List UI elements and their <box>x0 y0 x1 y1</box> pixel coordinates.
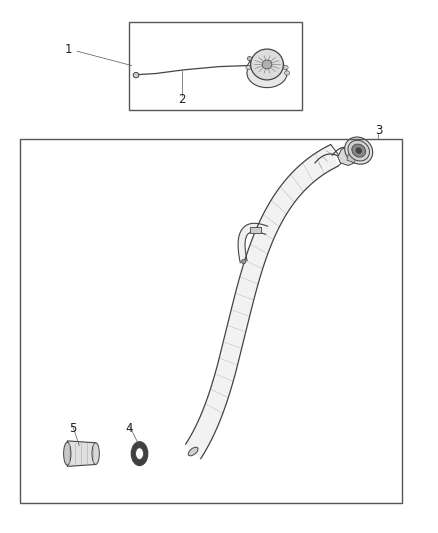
Text: 4: 4 <box>126 422 133 435</box>
Ellipse shape <box>272 58 277 62</box>
Ellipse shape <box>265 56 270 61</box>
Ellipse shape <box>250 61 255 65</box>
Ellipse shape <box>352 144 366 157</box>
Ellipse shape <box>257 58 262 62</box>
Ellipse shape <box>136 448 144 459</box>
Ellipse shape <box>283 66 288 70</box>
Polygon shape <box>238 223 268 263</box>
Ellipse shape <box>356 147 362 154</box>
Polygon shape <box>67 441 95 466</box>
Text: 5: 5 <box>69 422 76 435</box>
Ellipse shape <box>279 61 284 65</box>
Bar <box>347 154 356 163</box>
Ellipse shape <box>188 447 198 456</box>
Text: 2: 2 <box>178 93 186 106</box>
Ellipse shape <box>348 140 370 161</box>
Text: 1: 1 <box>65 43 72 56</box>
Ellipse shape <box>251 49 283 80</box>
Ellipse shape <box>262 60 272 69</box>
Ellipse shape <box>64 442 71 465</box>
Text: 3: 3 <box>374 124 382 137</box>
Ellipse shape <box>247 59 287 87</box>
Polygon shape <box>186 144 338 459</box>
Bar <box>250 227 261 233</box>
Ellipse shape <box>285 71 290 75</box>
Ellipse shape <box>246 66 251 70</box>
Bar <box>130 22 302 110</box>
Ellipse shape <box>345 137 373 164</box>
Ellipse shape <box>247 56 252 61</box>
Ellipse shape <box>133 72 139 78</box>
Ellipse shape <box>92 443 99 464</box>
Ellipse shape <box>131 442 148 466</box>
Polygon shape <box>338 146 359 165</box>
Ellipse shape <box>241 260 246 264</box>
Bar <box>20 139 403 503</box>
